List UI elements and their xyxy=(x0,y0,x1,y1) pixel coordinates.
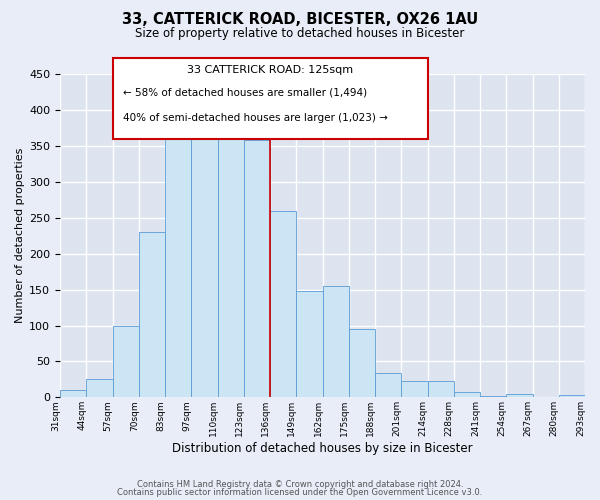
Bar xyxy=(323,286,349,398)
Text: 40% of semi-detached houses are larger (1,023) →: 40% of semi-detached houses are larger (… xyxy=(123,113,388,123)
Bar xyxy=(454,392,480,398)
Bar xyxy=(506,394,533,398)
Text: Size of property relative to detached houses in Bicester: Size of property relative to detached ho… xyxy=(136,28,464,40)
FancyBboxPatch shape xyxy=(113,58,428,139)
Bar xyxy=(480,396,506,398)
Bar xyxy=(375,373,401,398)
Bar xyxy=(349,329,375,398)
Text: Contains HM Land Registry data © Crown copyright and database right 2024.: Contains HM Land Registry data © Crown c… xyxy=(137,480,463,489)
Bar xyxy=(139,232,165,398)
X-axis label: Distribution of detached houses by size in Bicester: Distribution of detached houses by size … xyxy=(172,442,473,455)
Bar xyxy=(270,210,296,398)
Bar xyxy=(401,382,428,398)
Bar xyxy=(296,291,323,398)
Bar xyxy=(60,390,86,398)
Bar xyxy=(428,382,454,398)
Bar xyxy=(191,132,218,398)
Y-axis label: Number of detached properties: Number of detached properties xyxy=(15,148,25,324)
Bar xyxy=(165,136,191,398)
Text: Contains public sector information licensed under the Open Government Licence v3: Contains public sector information licen… xyxy=(118,488,482,497)
Bar xyxy=(86,378,113,398)
Bar xyxy=(244,140,270,398)
Text: ← 58% of detached houses are smaller (1,494): ← 58% of detached houses are smaller (1,… xyxy=(123,87,367,97)
Bar xyxy=(218,128,244,398)
Text: 33, CATTERICK ROAD, BICESTER, OX26 1AU: 33, CATTERICK ROAD, BICESTER, OX26 1AU xyxy=(122,12,478,28)
Bar xyxy=(113,326,139,398)
Text: 33 CATTERICK ROAD: 125sqm: 33 CATTERICK ROAD: 125sqm xyxy=(187,64,353,74)
Bar xyxy=(559,395,585,398)
